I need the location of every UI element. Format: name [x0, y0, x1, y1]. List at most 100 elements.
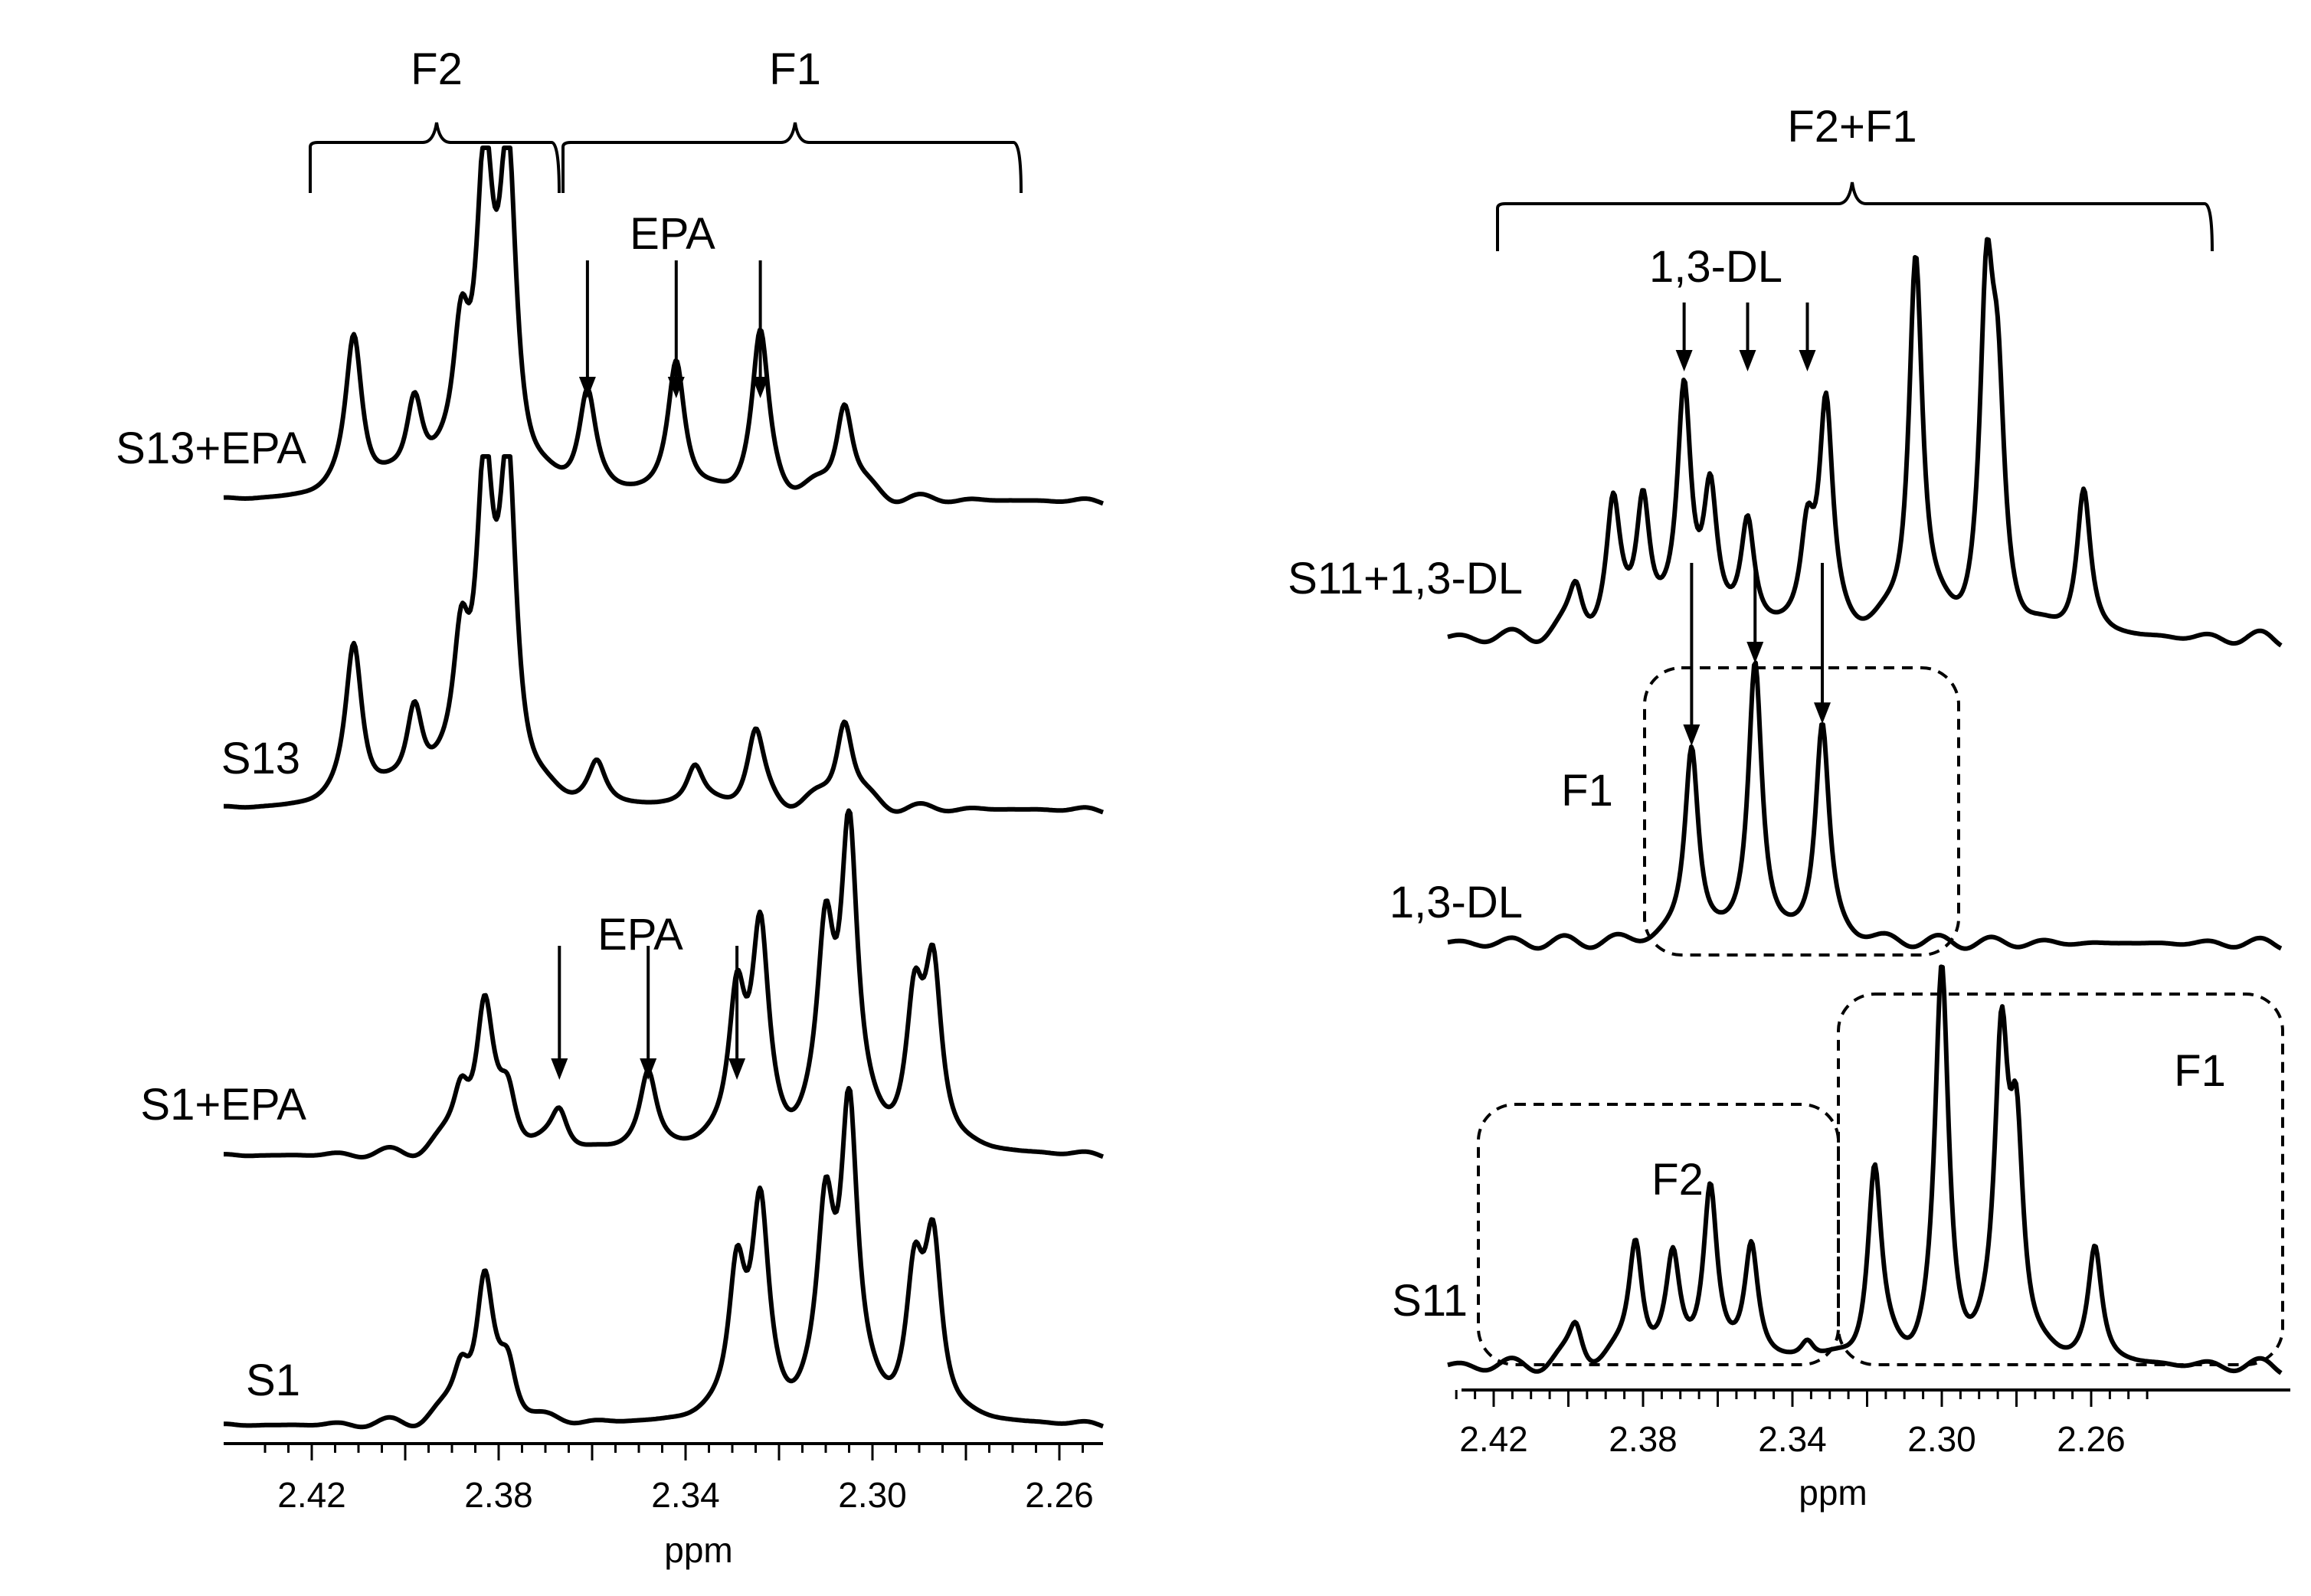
annotation-epa-bottom: EPA — [597, 910, 683, 960]
series-label-s13: S13 — [221, 734, 300, 783]
left-region-label-f2: F2 — [411, 44, 463, 94]
right-traces — [1447, 237, 2283, 1375]
left-brace-f1: F1 — [561, 44, 1023, 194]
right-x-axis-label: ppm — [1799, 1473, 1867, 1513]
peak-point — [760, 951, 761, 953]
series-label-s11: S11 — [1392, 1276, 1468, 1326]
left-tick-label-2.34: 2.34 — [651, 1475, 720, 1515]
peak-point — [414, 715, 415, 717]
spectrum-trace — [1447, 660, 2283, 951]
peak-point — [849, 1120, 850, 1121]
left-tick-marks — [264, 1444, 1084, 1460]
annotation-arrowhead — [640, 1058, 657, 1080]
annotation-arrowhead — [728, 1058, 746, 1080]
peak-point — [1642, 505, 1644, 506]
right-tick-label-2.38: 2.38 — [1609, 1419, 1678, 1459]
annotation-arrowhead — [1739, 350, 1756, 371]
peak-point — [558, 1116, 560, 1117]
peak-point — [507, 181, 509, 182]
left-tick-label-2.30: 2.30 — [838, 1475, 907, 1515]
annotation-f1-box-label: F1 — [1561, 766, 1613, 816]
peak-point — [1807, 547, 1809, 548]
peak-point — [1747, 531, 1749, 533]
annotation-arrowhead — [1746, 642, 1764, 663]
peak-point — [914, 1297, 915, 1298]
left-tick-label-2.42: 2.42 — [277, 1475, 346, 1515]
peak-point — [932, 984, 934, 986]
left-tick-label-2.38: 2.38 — [464, 1475, 533, 1515]
peak-point — [460, 359, 462, 361]
right-tick-label-2.42: 2.42 — [1459, 1419, 1528, 1459]
peak-point — [736, 1280, 738, 1282]
right-brace-f2-f1: F2+F1 — [1496, 102, 2214, 252]
spectrum-trace — [223, 808, 1104, 1159]
series-label-s1: S1 — [246, 1356, 300, 1405]
left-panel: F2 F1 S13+EPA S13 S1+EPA S1 EPA EPA 2.42… — [116, 44, 1104, 1570]
right-region-label-f2-f1: F2+F1 — [1787, 102, 1917, 152]
left-traces — [223, 146, 1104, 1430]
peak-point — [1997, 440, 1998, 441]
spectrum-trace — [223, 1086, 1104, 1430]
peak-point — [2016, 1156, 2018, 1157]
peak-point — [1986, 325, 1988, 326]
annotation-arrowhead — [1675, 350, 1693, 371]
spectrum-trace — [223, 146, 1104, 506]
peak-point — [507, 489, 509, 491]
peak-point — [825, 1238, 827, 1240]
annotation-f1-box-label-s11: F1 — [2174, 1046, 2226, 1096]
peak-point — [843, 715, 845, 717]
box-f1-s11 — [1837, 993, 2284, 1366]
peak-point — [484, 1290, 486, 1292]
peak-point — [414, 407, 415, 408]
left-region-label-f1: F1 — [769, 44, 821, 94]
right-tick-label-2.26: 2.26 — [2057, 1419, 2126, 1459]
peak-point — [914, 1024, 915, 1025]
peak-point — [1575, 593, 1576, 594]
annotation-arrowhead — [551, 1058, 568, 1080]
peak-point — [596, 769, 597, 770]
peak-point — [1807, 1347, 1809, 1349]
peak-point — [587, 400, 588, 401]
annotation-epa-top: EPA — [630, 209, 715, 259]
peak-point — [484, 513, 486, 515]
spectrum-trace — [1447, 964, 2283, 1375]
series-label-s1-epa: S1+EPA — [140, 1080, 306, 1130]
peak-point — [460, 668, 462, 669]
annotation-f2-box-label: F2 — [1651, 1155, 1704, 1205]
right-tick-label-2.34: 2.34 — [1758, 1419, 1827, 1459]
peak-point — [849, 843, 850, 845]
peak-point — [760, 1226, 761, 1228]
series-label-s11-1-3-dl: S11+1,3-DL — [1288, 554, 1523, 603]
peak-point — [484, 204, 486, 206]
annotation-arrowhead — [578, 377, 596, 398]
spectrum-trace — [223, 454, 1104, 815]
left-tick-label-2.26: 2.26 — [1025, 1475, 1094, 1515]
peak-point — [1672, 1267, 1674, 1268]
peak-point — [825, 965, 827, 966]
left-brace-f2: F2 — [309, 44, 561, 194]
peak-point — [1612, 516, 1614, 518]
right-arrows — [1675, 303, 1831, 746]
peak-point — [932, 1258, 934, 1260]
left-arrows — [551, 260, 769, 1080]
peak-point — [460, 1374, 462, 1375]
spectrum-trace — [1447, 237, 2283, 648]
right-tick-marks — [1455, 1390, 2149, 1407]
left-x-axis: 2.42 2.38 2.34 2.30 2.26 ppm — [224, 1442, 1103, 1570]
peak-point — [460, 1097, 462, 1098]
right-tick-label-2.30: 2.30 — [1907, 1419, 1976, 1459]
series-label-1-3-dl: 1,3-DL — [1390, 878, 1523, 927]
peak-point — [843, 400, 845, 401]
peak-point — [507, 1103, 509, 1104]
peak-point — [2001, 1068, 2002, 1069]
left-x-axis-label: ppm — [664, 1530, 732, 1570]
peak-point — [694, 769, 696, 770]
annotation-arrowhead — [1683, 724, 1701, 746]
right-x-axis: 2.42 2.38 2.34 2.30 2.26 ppm — [1455, 1388, 2290, 1513]
peak-point — [1710, 505, 1711, 506]
annotation-arrowhead — [1814, 702, 1831, 724]
annotation-arrowhead — [667, 377, 685, 398]
peak-point — [507, 1374, 509, 1375]
annotation-arrowhead — [751, 377, 769, 398]
series-label-s13-epa: S13+EPA — [116, 424, 306, 473]
